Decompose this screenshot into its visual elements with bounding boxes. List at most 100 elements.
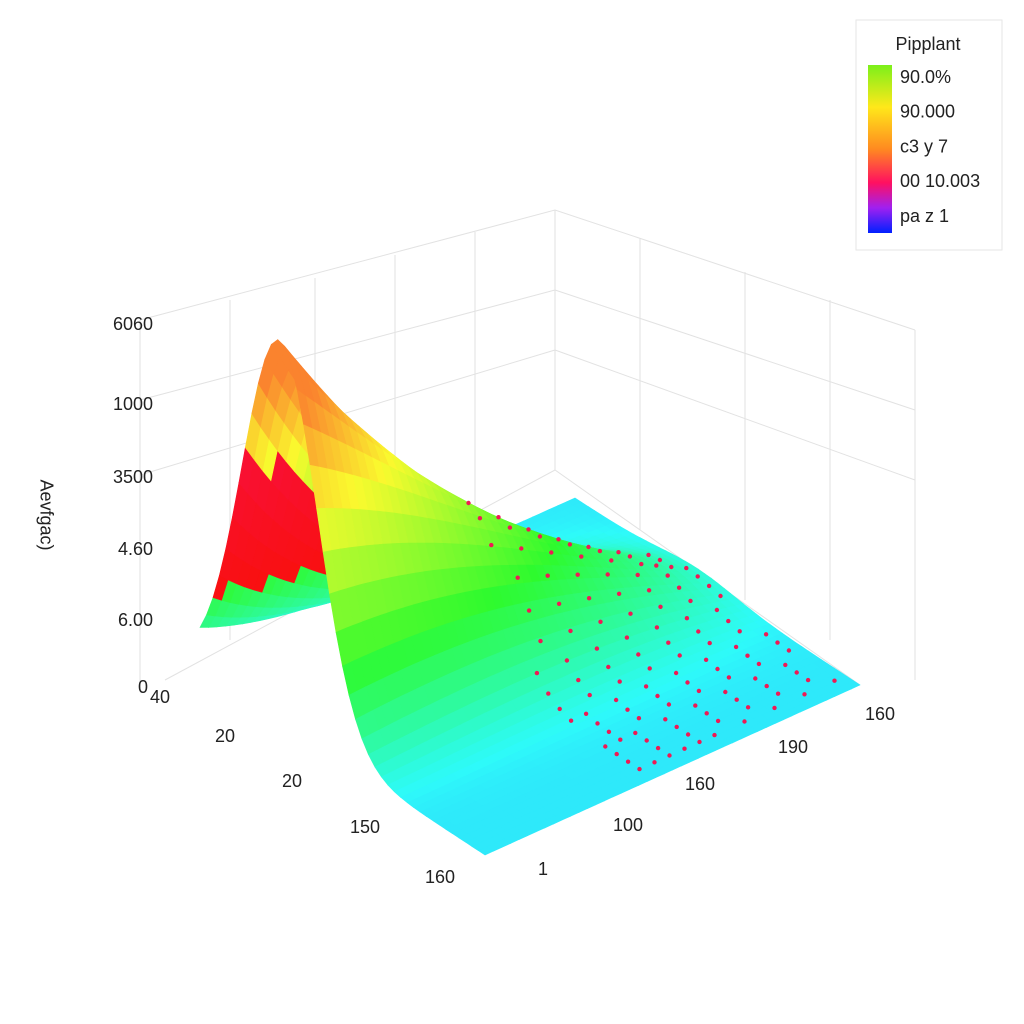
surface-dot [646, 552, 651, 558]
surface-dot [636, 652, 641, 657]
surface-dot [617, 679, 622, 684]
surface-dot [737, 629, 742, 634]
surface-dot [696, 688, 702, 694]
x-tick-label: 160 [425, 867, 455, 887]
surface-dot [693, 703, 698, 708]
surface-dot [576, 677, 581, 683]
surface-dot [756, 661, 762, 667]
surface-dot [718, 593, 723, 599]
surface-dot [609, 558, 614, 563]
y-tick-label: 160 [685, 774, 715, 794]
surface-dot [594, 646, 600, 651]
surface-dot [706, 583, 712, 589]
x-tick-label: 150 [350, 817, 380, 837]
surface [199, 339, 861, 856]
surface-dot [575, 572, 580, 577]
surface-dot [654, 563, 659, 568]
y-tick-label: 190 [778, 737, 808, 757]
y-tick-label: 1 [538, 859, 548, 879]
surface-dot [654, 625, 660, 630]
z-tick-label: 3500 [113, 467, 153, 487]
surface-dot [677, 653, 682, 658]
surface-dot [568, 628, 573, 634]
surface-dot [783, 662, 788, 668]
surface-dot [556, 601, 562, 606]
surface-dot [603, 744, 608, 749]
x-tick-label: 20 [282, 771, 302, 791]
surface-dot [606, 664, 611, 670]
surface-dot [674, 724, 679, 730]
surface-dot [624, 635, 630, 640]
surface-dot [712, 732, 717, 738]
surface-dot [637, 766, 642, 772]
surface-dot [583, 711, 589, 716]
surface-dot [775, 691, 781, 696]
legend-entry: c3 y 7 [900, 136, 948, 156]
surface-dot [556, 537, 561, 542]
surface-dot [614, 751, 619, 757]
surface-dot [658, 604, 663, 609]
surface-dot [595, 721, 600, 726]
surface-dot [704, 711, 709, 716]
surface-dot [633, 730, 638, 736]
surface-dot [802, 692, 807, 697]
legend-title: Pipplant [895, 34, 960, 54]
surface-dot [669, 564, 674, 570]
surface-dot [794, 670, 799, 675]
surface-dot [733, 644, 739, 650]
surface-dot [695, 574, 700, 579]
surface-dot [557, 706, 562, 712]
surface-dot [598, 619, 603, 624]
surface-dot [734, 697, 739, 702]
surface-dot [546, 691, 551, 696]
surface-dot [586, 596, 592, 601]
surface-dot [489, 542, 494, 548]
surface-dot [616, 591, 622, 596]
surface-dot [613, 697, 619, 703]
surface-dot [696, 629, 701, 634]
surface-dot [805, 677, 811, 683]
surface-dot [526, 527, 531, 532]
surface-dot [618, 737, 623, 742]
surface-dot [643, 684, 649, 689]
z-tick-label: 0 [138, 677, 148, 697]
surface-dot [663, 717, 668, 722]
surface-dot [666, 702, 672, 707]
surface-dot [764, 683, 769, 689]
z-tick-label: 6060 [113, 314, 153, 334]
surface-dot [685, 732, 691, 737]
surface-dot [832, 678, 837, 683]
surface-dot [753, 676, 758, 681]
surface-dot [545, 573, 550, 578]
surface-dot [567, 542, 573, 547]
surface-dot [625, 707, 630, 712]
surface-dot [587, 692, 592, 698]
surface-dot [742, 719, 747, 724]
surface-dot [507, 525, 513, 530]
surface-dot [715, 718, 721, 724]
surface-dot [676, 585, 682, 590]
surface-dot [579, 554, 584, 559]
surface-dot [723, 689, 728, 695]
surface-dot [564, 658, 570, 663]
surface-dot [697, 739, 702, 745]
legend-entry: pa z 1 [900, 206, 949, 226]
surface-dot [519, 546, 524, 551]
surface-dot [537, 534, 543, 539]
surface-dot [763, 632, 769, 637]
surface-dot [515, 575, 520, 580]
legend-entry: 90.000 [900, 102, 955, 122]
surface-dot [616, 550, 621, 555]
z-tick-label: 1000 [113, 394, 153, 414]
axis-box [139, 209, 916, 690]
surface-dot [673, 670, 679, 676]
surface-dot [707, 640, 712, 646]
surface-dot [657, 557, 663, 563]
x-tick-label: 40 [150, 687, 170, 707]
surface-dot [586, 544, 591, 550]
y-tick-label: 100 [613, 815, 643, 835]
surface-dot [625, 759, 631, 764]
surface-dot [688, 598, 693, 604]
z-axis-label: Aevfgac) [36, 479, 56, 550]
